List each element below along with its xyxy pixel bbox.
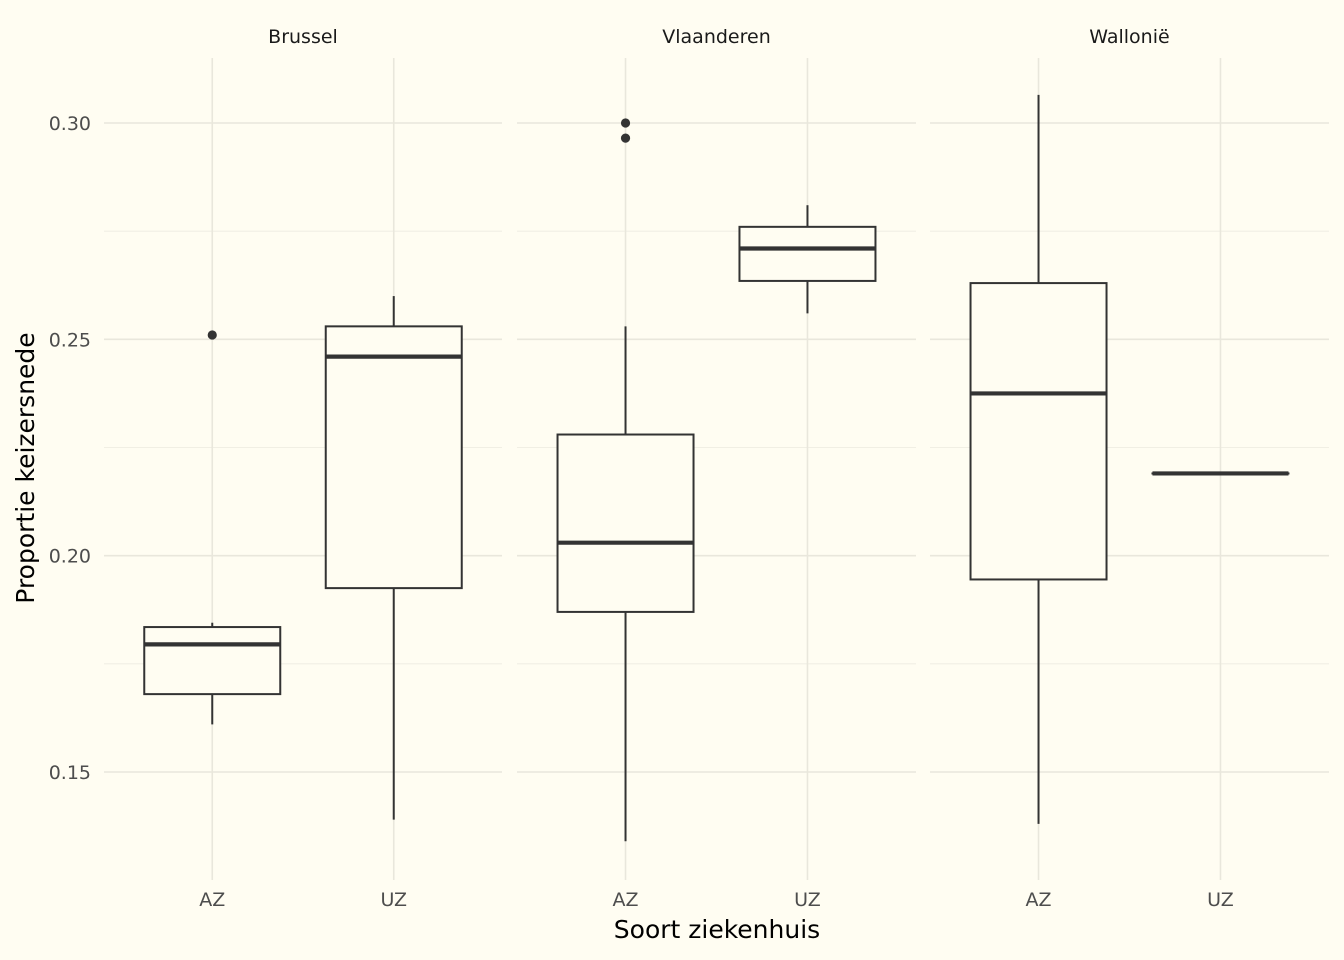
x-tick-label: AZ bbox=[613, 889, 639, 911]
y-tick-label: 0.20 bbox=[49, 546, 91, 568]
y-tick-label: 0.30 bbox=[49, 113, 91, 135]
boxplot-AZ bbox=[143, 330, 282, 725]
y-tick-label: 0.15 bbox=[49, 762, 91, 784]
boxplot-AZ bbox=[969, 94, 1108, 824]
facet-label: Vlaanderen bbox=[662, 26, 770, 48]
boxplot-AZ bbox=[556, 118, 695, 842]
outlier-point bbox=[620, 133, 631, 143]
outlier-point bbox=[207, 330, 217, 340]
x-tick-label: UZ bbox=[1207, 889, 1234, 911]
boxplot-UZ bbox=[738, 205, 877, 314]
x-tick-label: UZ bbox=[794, 889, 821, 911]
y-axis: 0.15 0.20 0.25 0.30 bbox=[49, 113, 91, 784]
y-axis-title: Proportie keizersnede bbox=[11, 332, 40, 603]
y-tick-label: 0.25 bbox=[49, 329, 91, 351]
boxplot-UZ bbox=[324, 296, 463, 820]
x-axis: AZ UZ AZ UZ AZ UZ bbox=[199, 889, 1234, 911]
x-axis-title: Soort ziekenhuis bbox=[614, 915, 820, 944]
boxplot-layer bbox=[143, 94, 1290, 842]
box-iqr bbox=[324, 325, 463, 590]
facet-label: Wallonië bbox=[1089, 26, 1169, 48]
facet-label: Brussel bbox=[268, 26, 338, 48]
box-iqr bbox=[969, 282, 1108, 581]
outlier-point bbox=[620, 118, 631, 128]
box-iqr bbox=[556, 433, 695, 613]
x-tick-label: AZ bbox=[199, 889, 225, 911]
x-tick-label: UZ bbox=[380, 889, 407, 911]
facet-strips: Brussel Vlaanderen Wallonië bbox=[268, 26, 1170, 48]
box-iqr bbox=[143, 626, 282, 696]
x-tick-label: AZ bbox=[1026, 889, 1052, 911]
box-iqr bbox=[738, 225, 877, 282]
